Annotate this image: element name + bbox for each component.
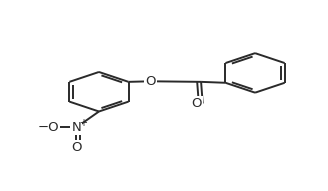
- Text: O: O: [192, 97, 202, 110]
- Text: O: O: [145, 75, 156, 88]
- Text: −O: −O: [38, 121, 59, 134]
- Text: O: O: [71, 141, 81, 154]
- Text: N: N: [71, 121, 81, 134]
- Text: +: +: [79, 118, 87, 128]
